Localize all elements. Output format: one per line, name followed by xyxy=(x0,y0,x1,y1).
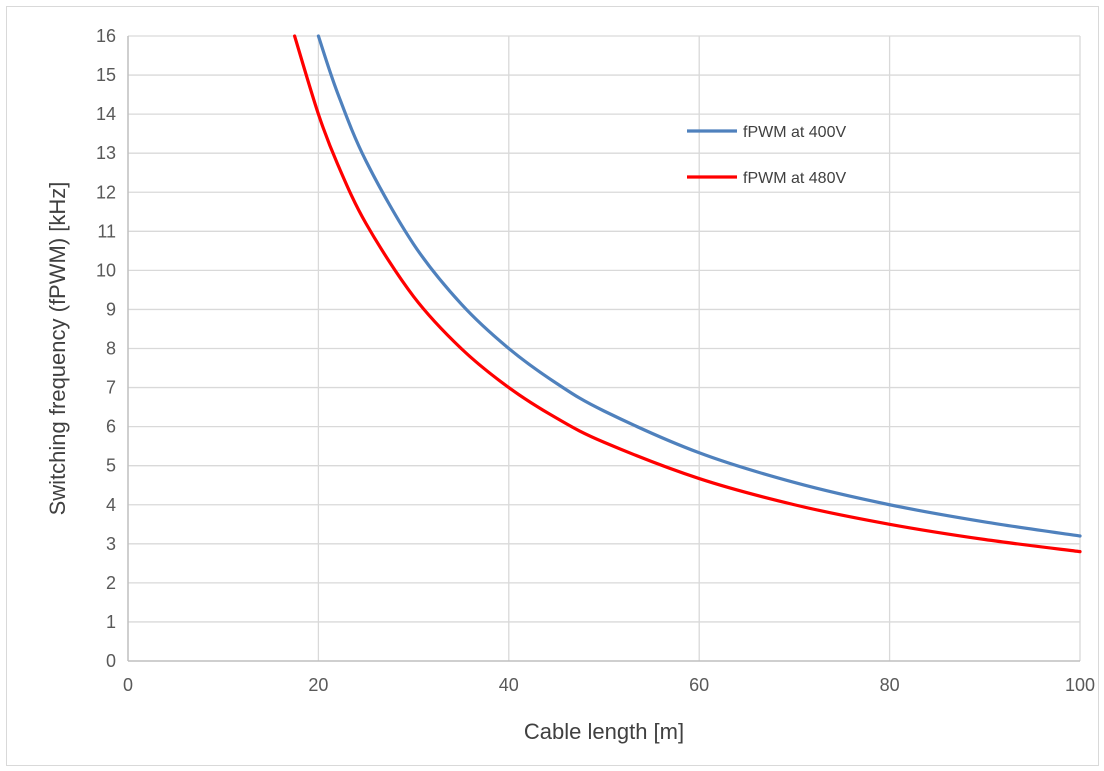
y-tick-label: 4 xyxy=(106,495,116,515)
axes xyxy=(127,36,1080,662)
y-tick-label: 16 xyxy=(96,26,116,46)
y-tick-label: 9 xyxy=(106,299,116,319)
gridlines xyxy=(128,35,1081,661)
legend-label-0: fPWM at 400V xyxy=(743,124,846,141)
legend: fPWM at 400V fPWM at 480V xyxy=(687,124,846,187)
x-axis-title: Cable length [m] xyxy=(524,719,684,744)
series-line-1 xyxy=(293,34,1082,554)
y-tick-label: 5 xyxy=(106,456,116,476)
y-tick-label: 1 xyxy=(106,612,116,632)
y-tick-label: 10 xyxy=(96,260,116,280)
y-tick-label: 11 xyxy=(97,221,116,241)
y-tick-label: 2 xyxy=(106,573,116,593)
y-tick-label: 7 xyxy=(106,378,116,398)
x-tick-label: 60 xyxy=(689,675,709,695)
series-lines xyxy=(293,34,1082,554)
series-line-0 xyxy=(316,34,1082,538)
chart-frame: 0 20 40 60 80 100 0 1 2 3 4 5 6 7 8 9 10 11 12 13 14 15 16 fP… xyxy=(6,6,1099,766)
x-tick-label: 40 xyxy=(499,675,519,695)
y-tick-label: 0 xyxy=(106,651,116,671)
y-tick-label: 3 xyxy=(106,534,116,554)
x-tick-label: 80 xyxy=(880,675,900,695)
y-axis-title: Switching frequency (fPWM) [kHz] xyxy=(45,182,70,516)
x-tick-label: 0 xyxy=(123,675,133,695)
y-tick-label: 8 xyxy=(106,339,116,359)
y-tick-label: 13 xyxy=(96,143,116,163)
x-tick-labels: 0 20 40 60 80 100 xyxy=(123,675,1095,695)
legend-label-1: fPWM at 480V xyxy=(743,170,846,187)
y-tick-label: 6 xyxy=(106,417,116,437)
y-tick-label: 12 xyxy=(96,182,116,202)
y-tick-label: 14 xyxy=(96,104,116,124)
x-tick-label: 20 xyxy=(308,675,328,695)
y-tick-label: 15 xyxy=(96,65,116,85)
x-tick-label: 100 xyxy=(1065,675,1095,695)
